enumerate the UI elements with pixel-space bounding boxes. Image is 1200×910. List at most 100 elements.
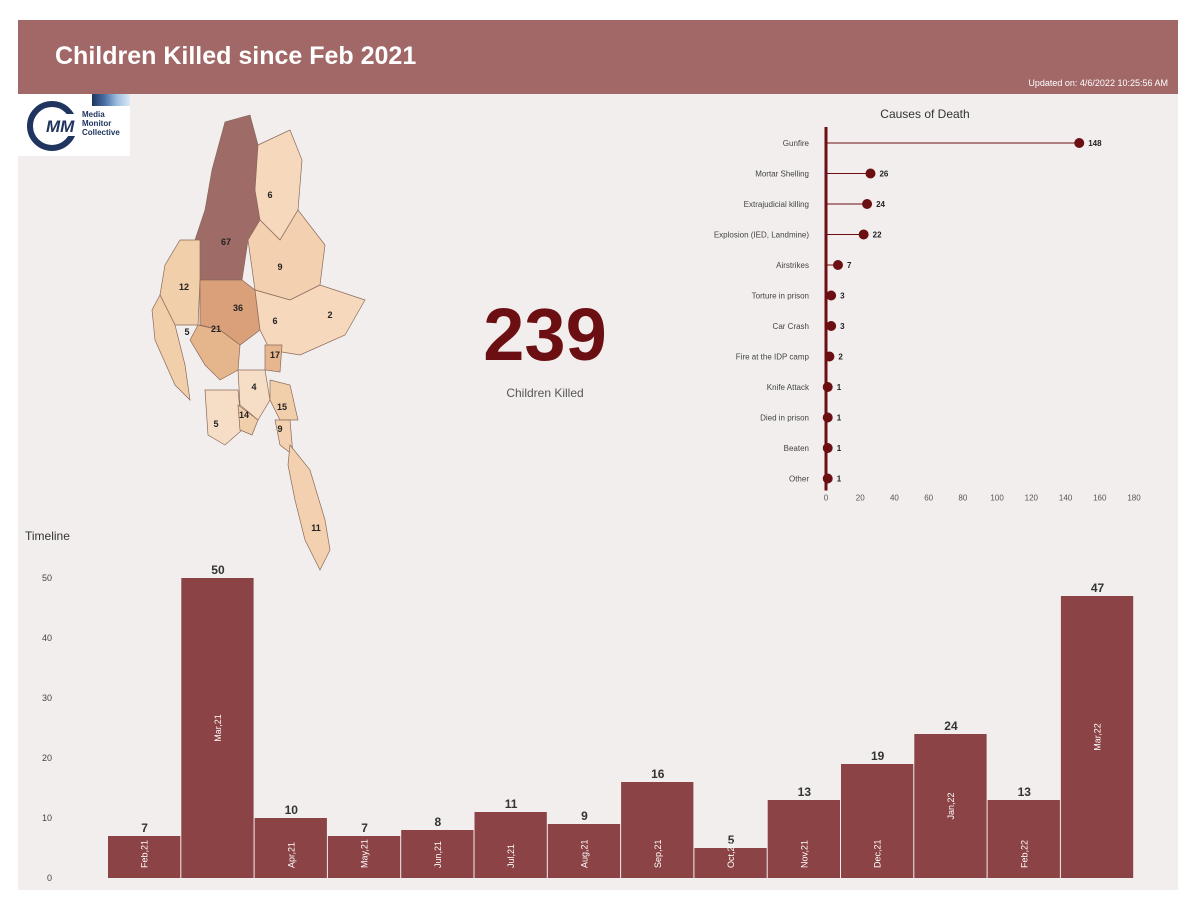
logo-stripes bbox=[92, 94, 130, 106]
map-region-kayin bbox=[269, 379, 299, 421]
cause-label: Gunfire bbox=[783, 139, 810, 148]
bar-category-label: Sep,21 bbox=[653, 839, 663, 868]
bar-category-label: Apr,21 bbox=[286, 842, 296, 868]
map-region-kachin bbox=[194, 114, 261, 281]
x-tick-label: 120 bbox=[1025, 494, 1039, 503]
lollipop-value-label: 2 bbox=[838, 353, 843, 362]
bar bbox=[1060, 596, 1134, 878]
lollipop-dot bbox=[822, 473, 833, 484]
map-region-kayah bbox=[264, 344, 283, 373]
x-tick-label: 80 bbox=[958, 494, 967, 503]
bar-category-label: Mar,22 bbox=[1093, 723, 1103, 751]
lollipop-dot bbox=[826, 321, 837, 331]
bar-value-label: 24 bbox=[944, 719, 958, 733]
logo-mark-icon: MM bbox=[27, 101, 82, 151]
lollipop-value-label: 7 bbox=[847, 261, 852, 270]
bar bbox=[401, 830, 474, 878]
map-region-bago bbox=[237, 369, 271, 421]
cause-label: Airstrikes bbox=[776, 261, 809, 270]
cause-label: Car Crash bbox=[773, 322, 809, 331]
timeline-chart-title: Timeline bbox=[25, 529, 70, 543]
lollipop-dot bbox=[822, 382, 833, 392]
cause-label: Mortar Shelling bbox=[755, 170, 809, 179]
cause-label: Explosion (IED, Landmine) bbox=[714, 231, 809, 240]
map-value-bago: 4 bbox=[251, 382, 256, 392]
causes-chart-title: Causes of Death bbox=[880, 107, 970, 121]
bar bbox=[767, 800, 840, 878]
bar-category-label: Dec,21 bbox=[873, 839, 883, 868]
lollipop-dot bbox=[858, 229, 869, 240]
bar bbox=[841, 764, 914, 878]
logo-mark-text: MM bbox=[46, 117, 75, 136]
page-title: Children Killed since Feb 2021 bbox=[55, 42, 417, 70]
map-region-chin bbox=[159, 239, 201, 326]
y-tick-label: 40 bbox=[42, 633, 52, 643]
lollipop-value-label: 3 bbox=[840, 292, 845, 301]
cause-label: Extrajudicial killing bbox=[744, 200, 809, 209]
cause-label: Fire at the IDP camp bbox=[736, 353, 810, 362]
updated-timestamp: Updated on: 4/6/2022 10:25:56 AM bbox=[1028, 78, 1168, 88]
bar-value-label: 9 bbox=[581, 809, 588, 823]
bar bbox=[621, 782, 694, 878]
bar-value-label: 7 bbox=[361, 821, 368, 835]
map-region-yangon bbox=[237, 404, 259, 436]
map-value-ayeyarwady: 5 bbox=[213, 419, 218, 429]
bar-category-label: Feb,22 bbox=[1019, 840, 1029, 868]
map-region-ayeyarwady bbox=[204, 389, 243, 446]
bar bbox=[254, 818, 327, 878]
lollipop-value-label: 1 bbox=[837, 414, 842, 423]
y-tick-label: 0 bbox=[47, 873, 52, 883]
bar-category-label: Mar,21 bbox=[213, 714, 223, 742]
bar-value-label: 10 bbox=[285, 803, 299, 817]
lollipop-dot bbox=[826, 290, 837, 301]
logo-text: Media Monitor Collective bbox=[82, 110, 120, 137]
map-value-magway: 21 bbox=[211, 324, 221, 334]
x-tick-label: 100 bbox=[990, 494, 1004, 503]
x-tick-label: 140 bbox=[1059, 494, 1073, 503]
x-tick-label: 60 bbox=[924, 494, 933, 503]
lollipop-value-label: 26 bbox=[879, 170, 888, 179]
bar-category-label: Nov,21 bbox=[799, 840, 809, 868]
bar bbox=[108, 836, 181, 878]
map-region-rakhine bbox=[151, 294, 191, 401]
bar-category-label: Aug,21 bbox=[579, 839, 589, 868]
bar-category-label: Oct,21 bbox=[726, 841, 736, 868]
x-tick-label: 0 bbox=[824, 494, 829, 503]
lollipop-value-label: 1 bbox=[837, 444, 842, 453]
map-value-mandalay: 36 bbox=[233, 303, 243, 313]
lollipop-dot bbox=[822, 412, 833, 423]
bar-value-label: 16 bbox=[651, 767, 665, 781]
bar-category-label: Feb,21 bbox=[140, 840, 150, 868]
bar-value-label: 13 bbox=[1018, 785, 1032, 799]
map-value-rakhine: 5 bbox=[184, 327, 189, 337]
bar-value-label: 19 bbox=[871, 749, 885, 763]
bar bbox=[181, 578, 254, 878]
header-bar: Children Killed since Feb 2021 Updated o… bbox=[18, 20, 1178, 94]
lollipop-value-label: 1 bbox=[837, 475, 842, 484]
x-tick-label: 20 bbox=[856, 494, 865, 503]
map-value-tanintharyi: 11 bbox=[311, 523, 321, 533]
y-tick-label: 10 bbox=[42, 813, 52, 823]
bar-value-label: 13 bbox=[798, 785, 812, 799]
lollipop-dot bbox=[822, 443, 833, 453]
map-region-tanintharyi bbox=[287, 444, 331, 571]
bar bbox=[547, 824, 621, 878]
lollipop-dot bbox=[824, 351, 835, 362]
lollipop-value-label: 1 bbox=[837, 383, 842, 392]
lollipop-value-label: 22 bbox=[873, 231, 882, 240]
lollipop-dot bbox=[862, 199, 873, 209]
bar bbox=[694, 848, 767, 878]
kpi-value: 239 bbox=[483, 293, 607, 376]
bar-value-label: 7 bbox=[141, 821, 148, 835]
lollipop-value-label: 148 bbox=[1088, 139, 1102, 148]
bar-value-label: 50 bbox=[211, 563, 225, 577]
bar-value-label: 47 bbox=[1091, 581, 1105, 595]
logo: MM Media Monitor Collective bbox=[18, 94, 130, 156]
cause-label: Torture in prison bbox=[752, 292, 809, 301]
map-value-shan: 6 bbox=[272, 316, 277, 326]
bar-category-label: May,21 bbox=[360, 839, 370, 868]
bar-value-label: 11 bbox=[505, 797, 518, 811]
lollipop-value-label: 3 bbox=[840, 322, 845, 331]
x-tick-label: 180 bbox=[1127, 494, 1141, 503]
bar-category-label: Jul,21 bbox=[506, 844, 516, 868]
